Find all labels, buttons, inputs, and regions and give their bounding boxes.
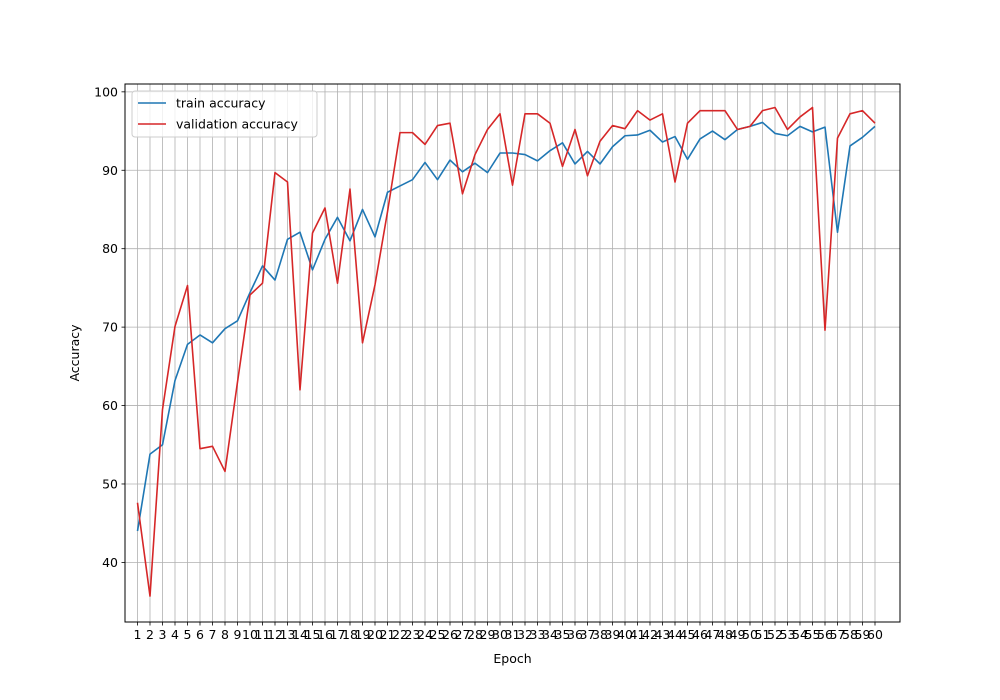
x-tick-label: 43 — [655, 627, 671, 642]
x-tick-label: 25 — [430, 627, 446, 642]
x-tick-label: 44 — [667, 627, 683, 642]
x-tick-label: 35 — [555, 627, 571, 642]
x-tick-label: 9 — [234, 627, 242, 642]
x-tick-label: 2 — [146, 627, 154, 642]
x-tick-label: 21 — [380, 627, 396, 642]
x-tick-label: 40 — [617, 627, 633, 642]
x-tick-label: 1 — [134, 627, 142, 642]
x-tick-label: 45 — [680, 627, 696, 642]
y-tick-label: 100 — [94, 84, 118, 99]
x-tick-label: 51 — [755, 627, 771, 642]
x-tick-label: 3 — [159, 627, 167, 642]
x-tick-label: 57 — [830, 627, 846, 642]
legend-box — [131, 90, 318, 138]
x-tick-label: 18 — [342, 627, 358, 642]
y-tick-label: 50 — [102, 476, 118, 491]
y-tick-label: 70 — [102, 320, 118, 335]
x-tick-label: 58 — [842, 627, 858, 642]
x-tick-label: 10 — [242, 627, 258, 642]
x-tick-label: 60 — [867, 627, 883, 642]
x-tick-label: 50 — [742, 627, 758, 642]
y-axis-label: Accuracy — [67, 324, 82, 382]
y-tick-label: 80 — [102, 241, 118, 256]
x-axis-label: Epoch — [493, 651, 531, 666]
x-tick-label: 41 — [630, 627, 646, 642]
x-tick-label: 26 — [442, 627, 458, 642]
x-tick-label: 31 — [505, 627, 521, 642]
grid — [125, 84, 900, 622]
x-tick-label: 27 — [455, 627, 471, 642]
x-tick-label: 11 — [255, 627, 271, 642]
x-tick-label: 23 — [405, 627, 421, 642]
x-tick-label: 39 — [605, 627, 621, 642]
series-lines — [136, 106, 876, 597]
x-tick-label: 22 — [392, 627, 408, 642]
x-tick-label: 30 — [492, 627, 508, 642]
x-tick-label: 53 — [780, 627, 796, 642]
y-tick-label: 60 — [102, 398, 118, 413]
x-tick-label: 16 — [317, 627, 333, 642]
x-tick-label: 15 — [305, 627, 321, 642]
x-tick-label: 4 — [171, 627, 179, 642]
axis-ticks: 1 2 3 4 5 6 7 8 9 1011121314151617181920212223242… — [94, 84, 883, 642]
x-tick-label: 8 — [221, 627, 229, 642]
x-tick-label: 6 — [196, 627, 204, 642]
x-tick-label: 36 — [567, 627, 583, 642]
x-tick-label: 28 — [467, 627, 483, 642]
x-tick-label: 13 — [280, 627, 296, 642]
x-tick-label: 19 — [355, 627, 371, 642]
x-tick-label: 47 — [705, 627, 721, 642]
x-tick-label: 34 — [542, 627, 558, 642]
x-tick-label: 59 — [855, 627, 871, 642]
legend-label: validation accuracy — [176, 117, 299, 132]
x-tick-label: 14 — [292, 627, 308, 642]
legend: train accuracy validation accuracy — [131, 90, 318, 138]
x-tick-label: 29 — [480, 627, 496, 642]
x-tick-label: 48 — [717, 627, 733, 642]
x-tick-label: 37 — [580, 627, 596, 642]
y-tick-label: 40 — [102, 555, 118, 570]
series-line-validation-accuracy — [136, 106, 876, 597]
x-tick-label: 33 — [530, 627, 546, 642]
legend-label: train accuracy — [176, 96, 266, 111]
x-tick-label: 54 — [792, 627, 808, 642]
x-tick-label: 42 — [642, 627, 658, 642]
x-tick-label: 49 — [730, 627, 746, 642]
y-tick-label: 90 — [102, 163, 118, 178]
x-tick-label: 55 — [805, 627, 821, 642]
x-tick-label: 46 — [692, 627, 708, 642]
x-tick-label: 38 — [592, 627, 608, 642]
x-tick-label: 7 — [209, 627, 217, 642]
x-tick-label: 56 — [817, 627, 833, 642]
x-tick-label: 12 — [267, 627, 283, 642]
x-tick-label: 32 — [517, 627, 533, 642]
x-tick-label: 52 — [767, 627, 783, 642]
x-tick-label: 24 — [417, 627, 433, 642]
x-tick-label: 17 — [330, 627, 346, 642]
x-tick-label: 5 — [184, 627, 192, 642]
x-tick-label: 20 — [367, 627, 383, 642]
